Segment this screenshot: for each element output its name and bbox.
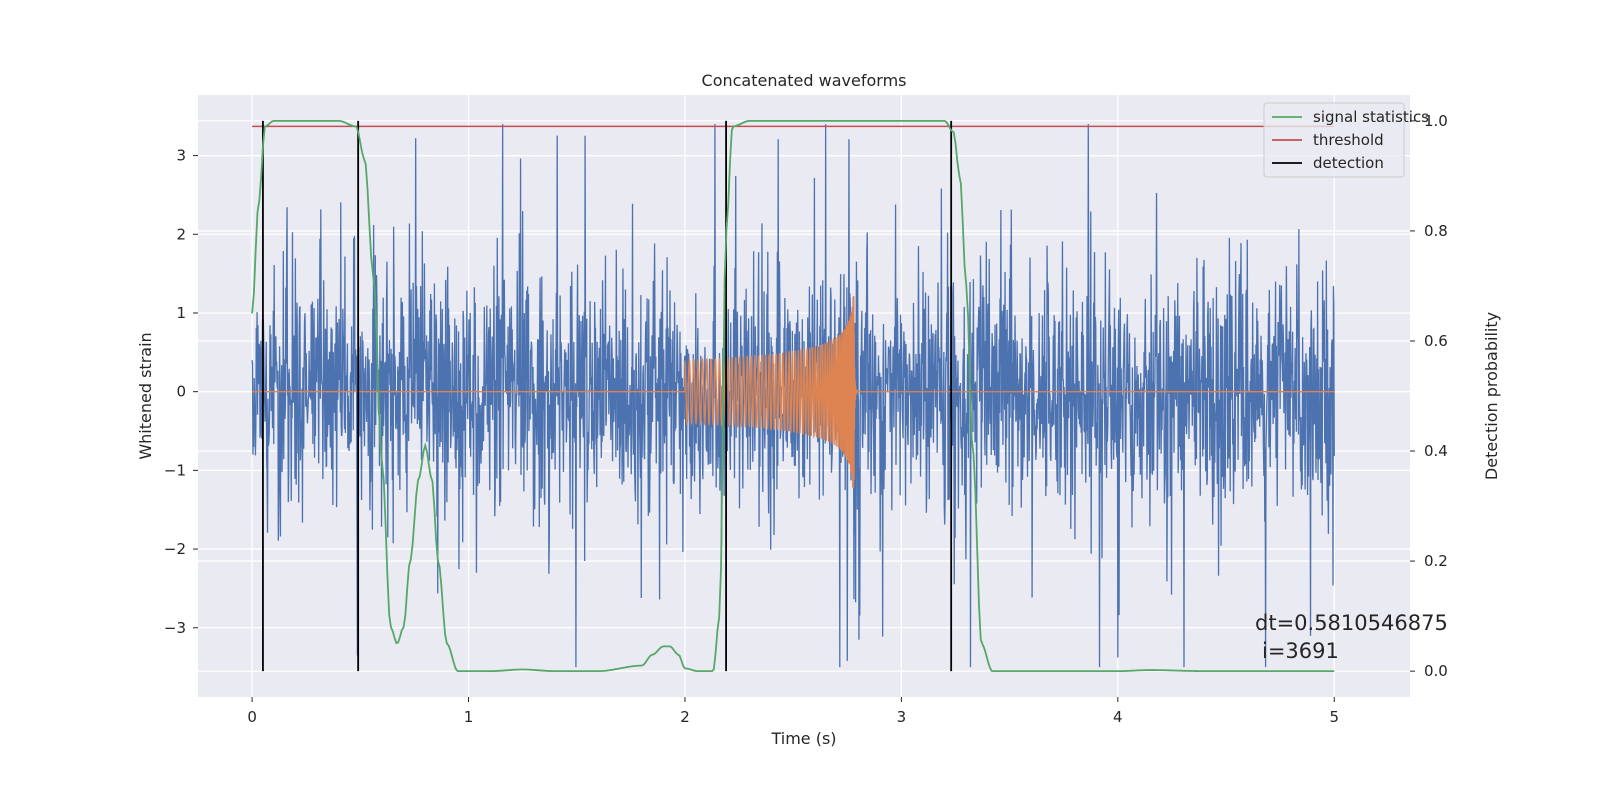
y-tick-label: 1 [176, 304, 186, 322]
annotation-index: i=3691 [1262, 639, 1339, 663]
series-signal-statistics [251, 119, 1335, 673]
x-tick-label: 4 [1113, 708, 1123, 726]
y2-tick-label: 0.8 [1424, 222, 1448, 240]
annotation: dt=0.5810546875 i=3691 [1255, 611, 1448, 663]
data-layer [251, 119, 1335, 673]
axes-layer: 0 1 2 3 4 5 −3 −2 −1 0 1 2 3 0.0 0.2 0.4 0.6 0.8 1.0 [164, 112, 1448, 726]
legend-label: detection [1313, 154, 1384, 172]
y2-tick-label: 0.2 [1424, 552, 1448, 570]
legend-label: signal statistics [1313, 108, 1429, 126]
x-tick-label: 2 [680, 708, 690, 726]
annotation-dt: dt=0.5810546875 [1255, 611, 1448, 635]
y-tick-label: 3 [176, 147, 186, 165]
legend: signal statistics threshold detection [1263, 102, 1429, 178]
series-chirp-waveform [252, 295, 1335, 489]
x-tick-label: 0 [247, 708, 257, 726]
y2-tick-label: 0.6 [1424, 332, 1448, 350]
y2-tick-label: 0.4 [1424, 442, 1448, 460]
legend-box [1263, 102, 1405, 178]
y2-tick-label: 1.0 [1424, 112, 1448, 130]
legend-label: threshold [1313, 131, 1384, 149]
x-tick-label: 5 [1329, 708, 1339, 726]
y2-tick-label: 0.0 [1424, 662, 1448, 680]
x-tick-label: 1 [464, 708, 474, 726]
y-tick-label: 0 [176, 383, 186, 401]
x-tick-label: 3 [897, 708, 907, 726]
y2-axis-title: Detection probability [1482, 312, 1501, 480]
y-axis-title: Whitened strain [136, 332, 155, 459]
y-tick-label: 2 [176, 225, 186, 243]
plot-area [198, 95, 1410, 697]
chart-title: Concatenated waveforms [702, 71, 907, 90]
y-tick-label: −3 [164, 619, 186, 637]
y-tick-label: −1 [164, 461, 186, 479]
x-axis-title: Time (s) [770, 729, 836, 748]
y-tick-label: −2 [164, 540, 186, 558]
